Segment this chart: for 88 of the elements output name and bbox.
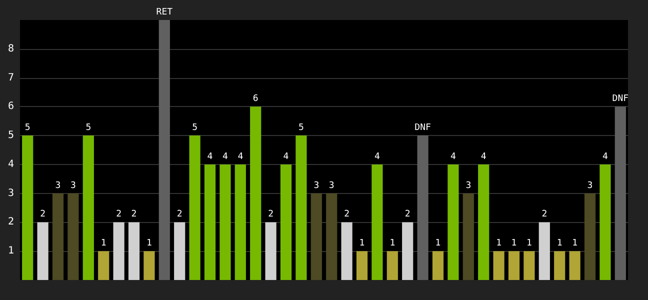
data-label: 2 (131, 210, 137, 220)
bar (372, 164, 383, 280)
data-label: 1 (390, 238, 396, 249)
bar (82, 136, 94, 280)
data-label: 3 (70, 180, 76, 191)
bar (296, 136, 307, 280)
y-tick-label: 5 (8, 130, 14, 142)
data-label: 1 (435, 238, 441, 249)
bar (234, 164, 246, 280)
data-label: 4 (207, 152, 213, 162)
bar (204, 164, 216, 280)
y-tick-label: 6 (8, 101, 14, 112)
data-label: 1 (146, 238, 152, 249)
bar (128, 222, 140, 280)
bar (341, 222, 352, 280)
data-label: 4 (222, 152, 228, 162)
y-tick-label: 8 (8, 43, 14, 54)
bar (493, 251, 504, 280)
bar (478, 164, 490, 280)
bar (448, 164, 459, 280)
bar (52, 193, 64, 280)
data-label: 3 (314, 180, 320, 191)
bar (144, 251, 155, 280)
bar (584, 193, 596, 280)
bar (220, 164, 231, 280)
bar (68, 193, 79, 280)
data-label: 6 (252, 94, 258, 104)
bar (554, 251, 566, 280)
bar (508, 251, 520, 280)
data-label: 1 (511, 238, 517, 249)
data-label: 5 (298, 123, 304, 134)
bar (265, 222, 276, 280)
data-label: 5 (24, 123, 30, 134)
data-label: 2 (116, 210, 122, 220)
bar (569, 251, 580, 280)
data-label: 4 (283, 152, 289, 162)
bar (174, 222, 186, 280)
y-tick-label: 1 (8, 246, 14, 257)
data-label: 4 (602, 152, 608, 162)
y-tick-label: 4 (8, 158, 14, 170)
data-label: 1 (556, 238, 562, 249)
bar (310, 193, 322, 280)
bar (158, 20, 170, 280)
data-label: 4 (480, 152, 486, 162)
data-label: 3 (466, 180, 472, 191)
data-label: 4 (374, 152, 380, 162)
data-label: 2 (176, 210, 182, 220)
y-tick-label: 7 (8, 72, 14, 84)
bar (402, 222, 414, 280)
bar (600, 164, 611, 280)
bar (98, 251, 110, 280)
bar (386, 251, 398, 280)
data-label: 4 (450, 152, 456, 162)
bar (417, 136, 428, 280)
data-label: 1 (496, 238, 502, 249)
bar (189, 136, 200, 280)
data-label: 3 (587, 180, 593, 191)
data-label: 2 (404, 210, 410, 220)
data-label: 5 (192, 123, 198, 134)
data-label: 2 (268, 210, 274, 220)
bar (326, 193, 338, 280)
bar (250, 106, 262, 280)
bar (356, 251, 368, 280)
bar (432, 251, 444, 280)
data-label: DNF (612, 94, 629, 104)
data-label: 1 (572, 238, 578, 249)
bar (280, 164, 292, 280)
y-tick-label: 3 (8, 188, 14, 199)
data-label: 3 (328, 180, 334, 191)
data-label: 2 (542, 210, 548, 220)
data-label: DNF (414, 123, 431, 134)
data-label: 2 (344, 210, 350, 220)
data-label: RET (156, 8, 174, 18)
data-label: 4 (238, 152, 244, 162)
data-label: 1 (526, 238, 532, 249)
bar (22, 136, 34, 280)
data-label: 5 (86, 123, 92, 134)
bar (37, 222, 48, 280)
bar (462, 193, 474, 280)
bar (524, 251, 535, 280)
data-label: 3 (55, 180, 61, 191)
bar (614, 106, 626, 280)
bar (113, 222, 124, 280)
data-label: 1 (100, 238, 106, 249)
data-label: 1 (359, 238, 365, 249)
data-label: 2 (40, 210, 46, 220)
y-tick-label: 2 (8, 216, 14, 228)
bar (538, 222, 550, 280)
